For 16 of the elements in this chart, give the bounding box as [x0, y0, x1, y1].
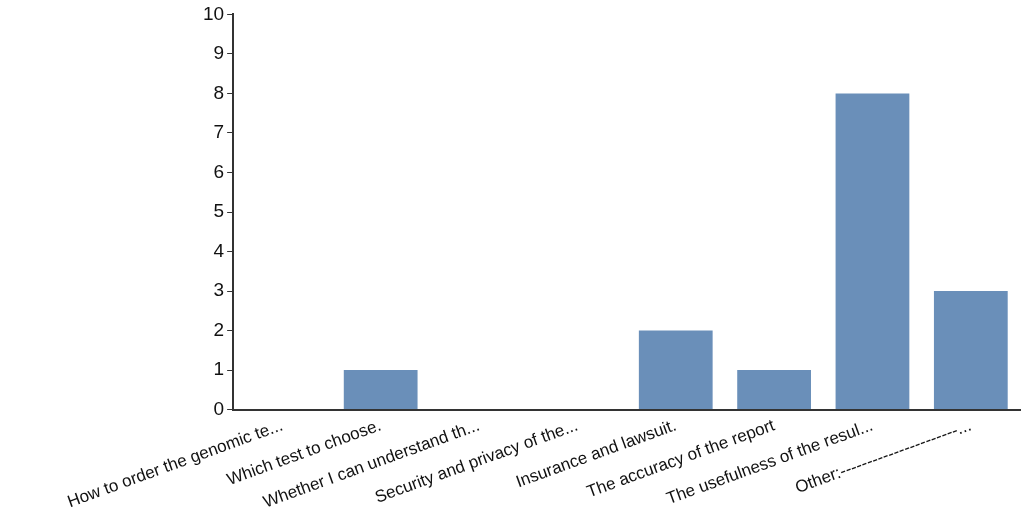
y-tick-label: 1	[213, 358, 225, 380]
y-tick-label: 8	[213, 81, 225, 103]
y-tick-label: 2	[213, 318, 225, 340]
bar	[737, 370, 811, 410]
y-tick-label: 7	[213, 121, 225, 143]
y-tick-label: 5	[213, 200, 225, 222]
bar	[835, 93, 910, 410]
bar	[933, 291, 1008, 410]
bar	[343, 370, 418, 410]
y-tick-label: 3	[213, 279, 225, 301]
y-tick-label: 4	[213, 239, 225, 261]
y-tick-label: 10	[202, 2, 225, 24]
y-tick-label: 0	[213, 397, 225, 419]
bar	[638, 330, 713, 410]
y-tick-label: 9	[213, 42, 225, 64]
y-tick-label: 6	[213, 160, 225, 182]
